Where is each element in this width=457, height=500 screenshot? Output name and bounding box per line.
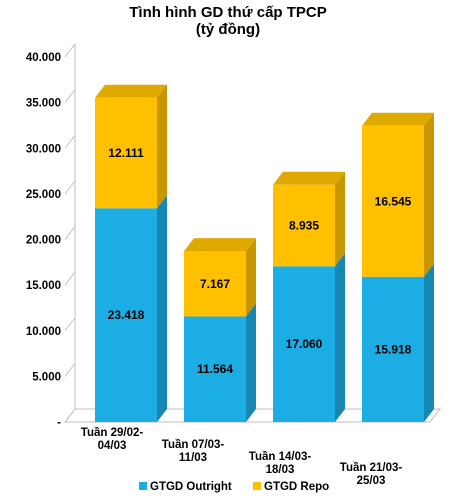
bar-segment-side (424, 112, 434, 277)
bar-segment-front (95, 97, 157, 209)
bar-top-face (184, 238, 256, 252)
data-label: 15.918 (375, 342, 412, 356)
bar-top-face (273, 171, 345, 185)
bar-segment-front (362, 125, 424, 277)
y-tick-label: 15.000 (26, 280, 61, 292)
bar-segment-side (246, 238, 256, 317)
y-tick-label: - (57, 417, 61, 429)
y-tick-label: 25.000 (26, 189, 61, 201)
bar-segment-side (335, 253, 345, 422)
bar-segment-side (157, 195, 167, 422)
x-tick-label: Tuần 07/03-11/03 (162, 439, 225, 464)
y-tick-label: 40.000 (26, 52, 61, 64)
legend-label: GTGD Repo (264, 481, 329, 493)
legend-swatch (139, 482, 147, 490)
bar-top-face (362, 112, 434, 126)
data-label: 17.060 (286, 337, 323, 351)
y-tick-mark (64, 226, 76, 240)
x-tick-label: Tuần 29/02-04/03 (81, 427, 144, 452)
bar-segment-side (335, 171, 345, 267)
bar-segment-side (157, 84, 167, 209)
legend-label: GTGD Outright (150, 481, 232, 493)
data-label: 8.935 (289, 219, 319, 233)
category-labels: Tuần 29/02-04/03 Tuần 07/03-11/03 Tuần 14/… (81, 427, 403, 487)
legend: GTGD Outright GTGD Repo (139, 481, 329, 493)
x-tick-label: Tuần 21/03-25/03 (340, 462, 403, 487)
y-tick-label: 30.000 (26, 143, 61, 155)
y-tick-mark (64, 89, 76, 103)
bar-top-face (95, 84, 167, 98)
bar-segment-front (273, 184, 335, 267)
legend-swatch (253, 482, 261, 490)
chart-title: Tình hình GD thứ cấp TPCP (129, 4, 327, 21)
y-tick-mark (64, 43, 76, 58)
bar-segment-side (246, 303, 256, 422)
y-tick-label: 35.000 (26, 98, 61, 110)
y-tick-label: 20.000 (26, 235, 61, 247)
bar-segment-front (184, 316, 246, 422)
data-label: 11.564 (197, 362, 233, 376)
bar-segment-front (273, 266, 335, 422)
y-tick-mark (64, 180, 76, 195)
data-label: 7.167 (200, 277, 230, 291)
data-label: 12.111 (108, 146, 144, 160)
y-tick-mark (64, 363, 76, 377)
data-label: 23.418 (108, 308, 145, 322)
y-tick-label: 10.000 (26, 326, 61, 338)
bar-segment-side (424, 263, 434, 422)
chart-subtitle: (tỷ đồng) (196, 21, 260, 38)
x-tick-label: Tuần 14/03-18/03 (249, 451, 312, 476)
bar-segment-front (184, 251, 246, 317)
bar-segment-front (95, 208, 157, 422)
y-tick-mark (64, 408, 76, 423)
bar-segment-front (362, 276, 424, 422)
y-tick-mark (64, 271, 76, 286)
y-tick-mark (64, 317, 76, 332)
bars: 23.418 12.111 11.564 7.167 17.060 8.935 15.918… (95, 84, 434, 422)
y-tick-mark (64, 134, 76, 149)
data-label: 16.545 (375, 194, 412, 208)
y-tick-label: 5.000 (32, 371, 61, 383)
